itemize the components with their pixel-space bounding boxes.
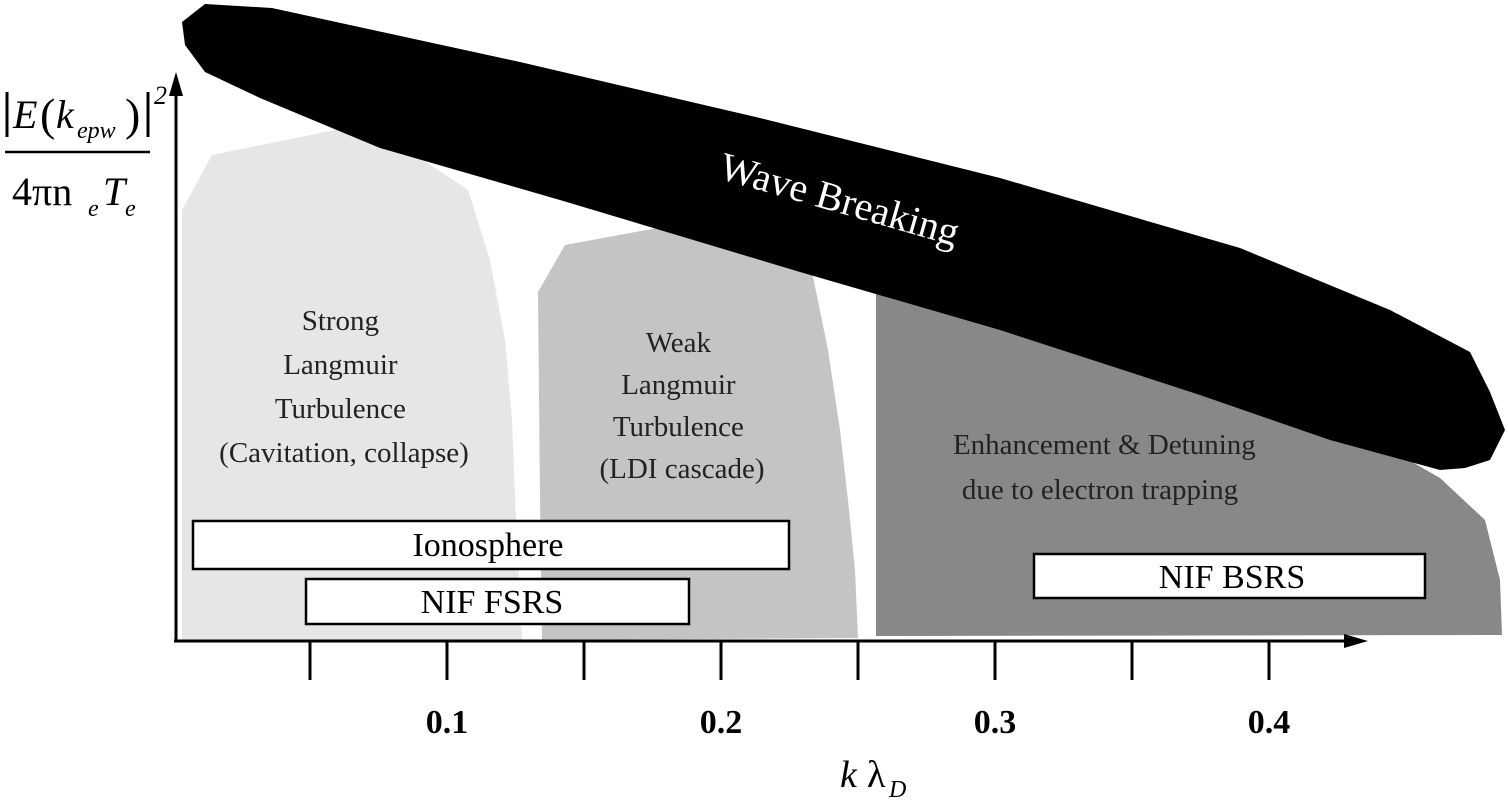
strong-line-3: Turbulence <box>275 393 406 425</box>
x-label-k: k <box>840 754 858 796</box>
y-label-close-paren: ) <box>125 89 140 140</box>
y-label-sub-e1: e <box>88 196 99 222</box>
x-tick-label: 0.2 <box>700 704 743 741</box>
y-label-sub-epw: epw <box>77 118 116 144</box>
x-tick-label: 0.4 <box>1248 704 1291 741</box>
strong-line-4: (Cavitation, collapse) <box>219 437 469 469</box>
enhancement-region <box>876 284 1502 636</box>
y-label-E: E <box>12 92 37 137</box>
y-label-exp: 2 <box>154 81 167 110</box>
nif-bsrs-box: NIF BSRS <box>1032 552 1427 600</box>
strong-line-2: Langmuir <box>283 349 398 381</box>
nif-fsrs-box: NIF FSRS <box>304 577 691 626</box>
strong-turbulence-region <box>182 128 522 640</box>
y-axis-label: E ( k epw ) 2 4πn e T e <box>5 81 167 222</box>
enhancement-line-2: due to electron trapping <box>962 474 1238 506</box>
y-label-4pin: 4πn <box>12 169 72 214</box>
ionosphere-box: Ionosphere <box>191 519 791 571</box>
strong-line-1: Strong <box>302 305 379 337</box>
weak-line-4: (LDI cascade) <box>599 453 764 485</box>
nif-bsrs-label: NIF BSRS <box>1159 559 1305 596</box>
y-label-T: T <box>103 169 128 214</box>
x-axis-label: k λ D <box>840 754 906 803</box>
strong-turbulence-label: Strong Langmuir Turbulence (Cavitation, … <box>219 305 469 469</box>
y-label-k: k <box>56 92 75 137</box>
x-label-lambda: λ <box>867 754 886 796</box>
weak-line-1: Weak <box>646 327 712 359</box>
weak-line-2: Langmuir <box>621 369 736 401</box>
x-ticks: 0.1 0.2 0.3 0.4 <box>308 641 1291 741</box>
x-label-sub-D: D <box>888 777 906 803</box>
y-label-open-paren: ( <box>40 89 55 140</box>
y-axis <box>169 72 183 642</box>
x-axis <box>174 634 1368 648</box>
nif-fsrs-label: NIF FSRS <box>421 584 564 621</box>
x-tick-label: 0.1 <box>426 704 469 741</box>
enhancement-line-1: Enhancement & Detuning <box>953 429 1256 461</box>
y-label-sub-e2: e <box>125 196 136 222</box>
enhancement-label: Enhancement & Detuning due to electron t… <box>953 429 1263 506</box>
weak-line-3: Turbulence <box>613 411 744 443</box>
weak-turbulence-label: Weak Langmuir Turbulence (LDI cascade) <box>599 327 764 485</box>
wave-breaking-band <box>182 4 1505 470</box>
ionosphere-label: Ionosphere <box>412 527 563 564</box>
x-tick-label: 0.3 <box>974 704 1017 741</box>
